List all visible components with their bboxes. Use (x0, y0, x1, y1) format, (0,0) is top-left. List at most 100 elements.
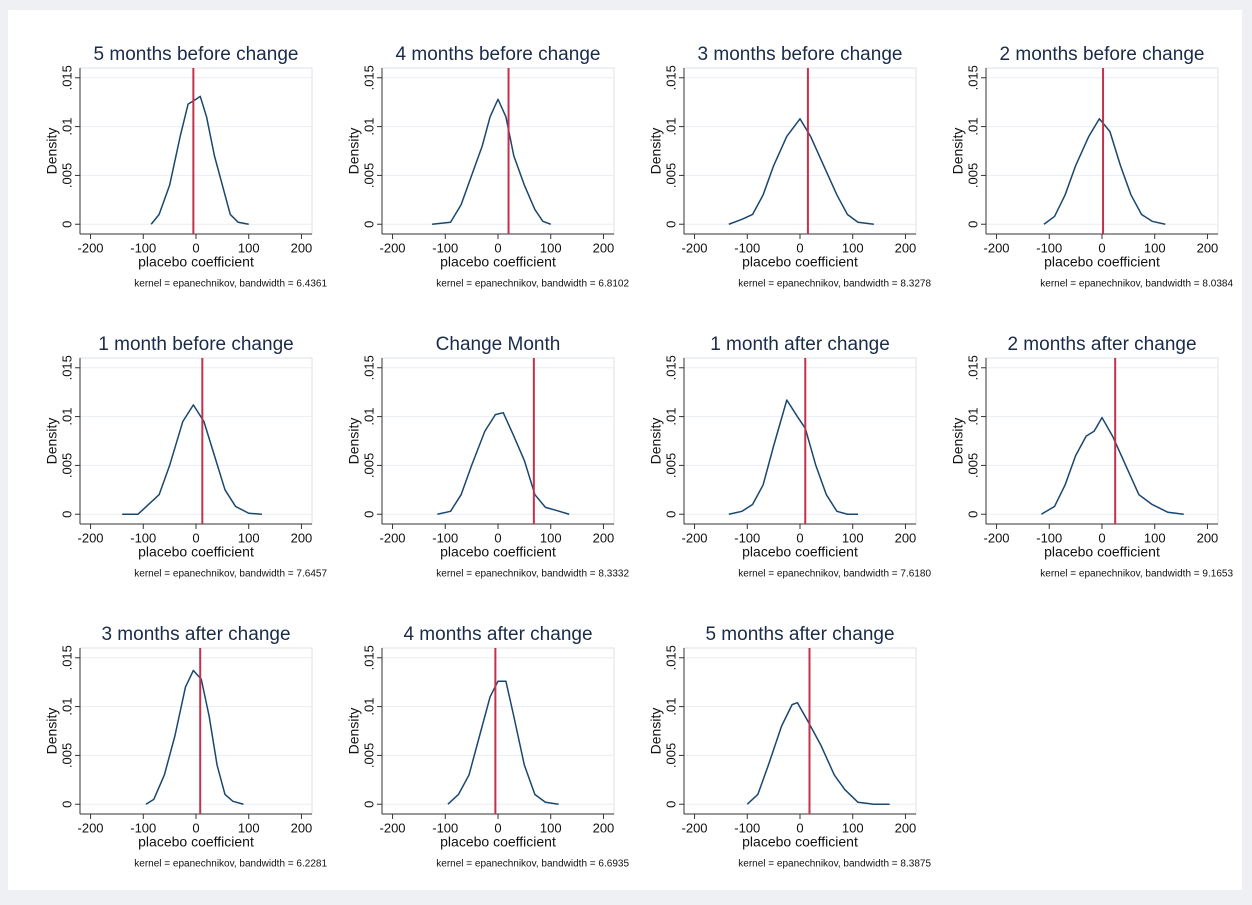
chart-panel: 5 months before change 0 .005 .01 .015 -200 -1… (44, 44, 328, 290)
y-tick-label: 0 (663, 221, 678, 228)
y-tick-label: .015 (59, 65, 74, 90)
x-axis-label: placebo coefficient (440, 834, 556, 850)
chart-title: 2 months before change (1000, 44, 1205, 65)
chart-title: 3 months before change (698, 44, 903, 65)
y-tick-label: .015 (663, 645, 678, 670)
chart-title: 4 months before change (396, 44, 601, 65)
chart-panel: 1 month after change 0 .005 .01 .015 -200 -100… (648, 334, 932, 580)
y-tick-label: 0 (59, 221, 74, 228)
chart-title: 5 months before change (94, 44, 299, 65)
x-tick-label: 200 (291, 240, 313, 255)
y-axis-label: Density (44, 128, 60, 175)
x-tick-label: -200 (682, 240, 708, 255)
x-axis-label: placebo coefficient (138, 544, 254, 560)
chart-panel: 3 months before change 0 .005 .01 .015 -200 -1… (648, 44, 932, 290)
x-tick-label: 100 (1144, 240, 1166, 255)
x-tick-label: -200 (380, 240, 406, 255)
y-tick-label: 0 (361, 221, 376, 228)
y-tick-label: .01 (59, 408, 74, 426)
note: kernel = epanechnikov, bandwidth = 7.618… (738, 569, 931, 580)
x-axis-label: placebo coefficient (742, 254, 858, 270)
y-axis-label: Density (950, 128, 966, 175)
chart-title: 4 months after change (403, 624, 592, 645)
y-tick-label: 0 (663, 511, 678, 518)
y-axis-label: Density (44, 418, 60, 465)
y-tick-label: .015 (361, 65, 376, 90)
x-tick-label: -200 (682, 820, 708, 835)
y-tick-label: .005 (59, 453, 74, 478)
note: kernel = epanechnikov, bandwidth = 8.333… (436, 569, 629, 580)
chart-panel: 4 months before change 0 .005 .01 .015 -200 -1… (346, 44, 630, 290)
density-line (145, 669, 244, 805)
y-axis-label: Density (346, 418, 362, 465)
y-axis-label: Density (346, 128, 362, 175)
x-axis-label: placebo coefficient (742, 544, 858, 560)
plot-area (79, 357, 313, 525)
y-tick-label: .005 (361, 453, 376, 478)
y-tick-label: .005 (965, 163, 980, 188)
y-tick-label: .005 (663, 163, 678, 188)
x-tick-label: -200 (380, 820, 406, 835)
chart-panel: Change Month 0 .005 .01 .015 -200 -100 0 100 200 p… (346, 334, 630, 580)
x-tick-label: -200 (682, 530, 708, 545)
x-tick-label: 200 (1197, 530, 1219, 545)
x-tick-label: 200 (895, 530, 917, 545)
x-tick-label: -100 (432, 820, 458, 835)
y-tick-label: .01 (965, 408, 980, 426)
plot-area (381, 357, 615, 525)
y-axis-label: Density (346, 708, 362, 755)
x-tick-label: 100 (238, 530, 260, 545)
y-tick-label: .015 (361, 645, 376, 670)
note: kernel = epanechnikov, bandwidth = 6.436… (134, 279, 327, 290)
y-axis-label: Density (950, 418, 966, 465)
density-line (728, 399, 858, 515)
y-tick-label: .005 (59, 743, 74, 768)
density-line (432, 98, 551, 225)
y-tick-label: .005 (59, 163, 74, 188)
chart-panel: 4 months after change 0 .005 .01 .015 -200 -10… (346, 624, 630, 870)
density-line (1040, 416, 1184, 515)
y-tick-label: .01 (361, 698, 376, 716)
x-tick-label: 200 (291, 530, 313, 545)
x-tick-label: 200 (593, 240, 615, 255)
plot-area (683, 647, 917, 815)
x-tick-label: 0 (796, 530, 803, 545)
y-tick-label: .01 (59, 118, 74, 136)
chart-panel: 1 month before change 0 .005 .01 .015 -200 -10… (44, 334, 328, 580)
x-axis-label: placebo coefficient (440, 544, 556, 560)
x-axis-label: placebo coefficient (138, 254, 254, 270)
plot-area (683, 357, 917, 525)
x-tick-label: -100 (130, 820, 156, 835)
x-tick-label: 0 (796, 820, 803, 835)
y-tick-label: .015 (965, 355, 980, 380)
x-tick-label: 0 (796, 240, 803, 255)
x-tick-label: -200 (78, 530, 104, 545)
x-tick-label: -100 (734, 530, 760, 545)
chart-title: Change Month (436, 334, 561, 355)
y-tick-label: .005 (361, 163, 376, 188)
y-tick-label: .005 (663, 453, 678, 478)
x-tick-label: 0 (494, 820, 501, 835)
x-tick-label: -100 (734, 240, 760, 255)
x-tick-label: 100 (1144, 530, 1166, 545)
plot-area (985, 67, 1219, 235)
x-tick-label: 100 (842, 240, 864, 255)
chart-title: 3 months after change (101, 624, 290, 645)
chart-panel: 3 months after change 0 .005 .01 .015 -200 -10… (44, 624, 328, 870)
x-tick-label: -200 (380, 530, 406, 545)
x-tick-label: -100 (1036, 240, 1062, 255)
y-axis-label: Density (44, 708, 60, 755)
x-tick-label: 0 (494, 240, 501, 255)
note: kernel = epanechnikov, bandwidth = 9.165… (1040, 569, 1233, 580)
y-tick-label: .015 (59, 355, 74, 380)
x-tick-label: 0 (1098, 530, 1105, 545)
y-tick-label: 0 (59, 511, 74, 518)
x-axis-label: placebo coefficient (440, 254, 556, 270)
note: kernel = epanechnikov, bandwidth = 6.810… (436, 279, 629, 290)
plot-area (985, 357, 1219, 525)
x-tick-label: 200 (593, 530, 615, 545)
note: kernel = epanechnikov, bandwidth = 7.645… (134, 569, 327, 580)
y-axis-label: Density (648, 418, 664, 465)
